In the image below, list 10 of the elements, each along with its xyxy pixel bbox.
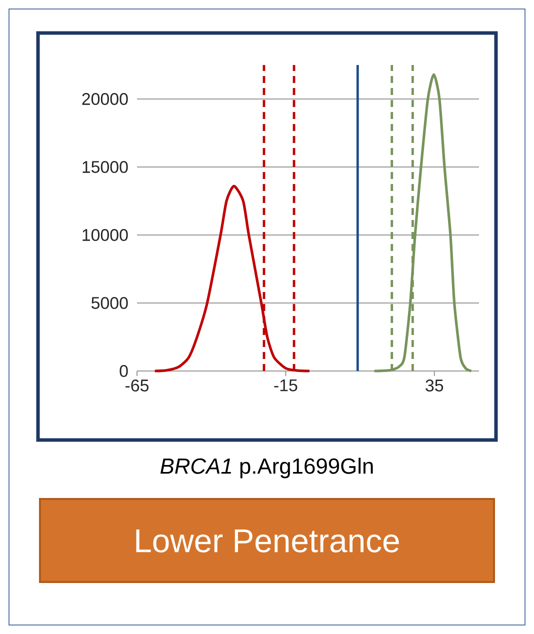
y-tick-label: 15000: [82, 160, 128, 173]
text: Lower Penetrance: [136, 530, 399, 552]
x-tick-label: -15: [274, 380, 298, 392]
x-tick-label: -65: [126, 380, 149, 392]
y-tick-label: 5000: [91, 296, 128, 309]
x-tick-label: 35: [426, 380, 444, 392]
y-tick-label: 0: [120, 364, 128, 377]
y-tick-label: 20000: [82, 92, 128, 105]
text: BRCA1 p.Arg1699Gln: [160, 458, 373, 478]
y-tick-label: 10000: [82, 228, 128, 241]
